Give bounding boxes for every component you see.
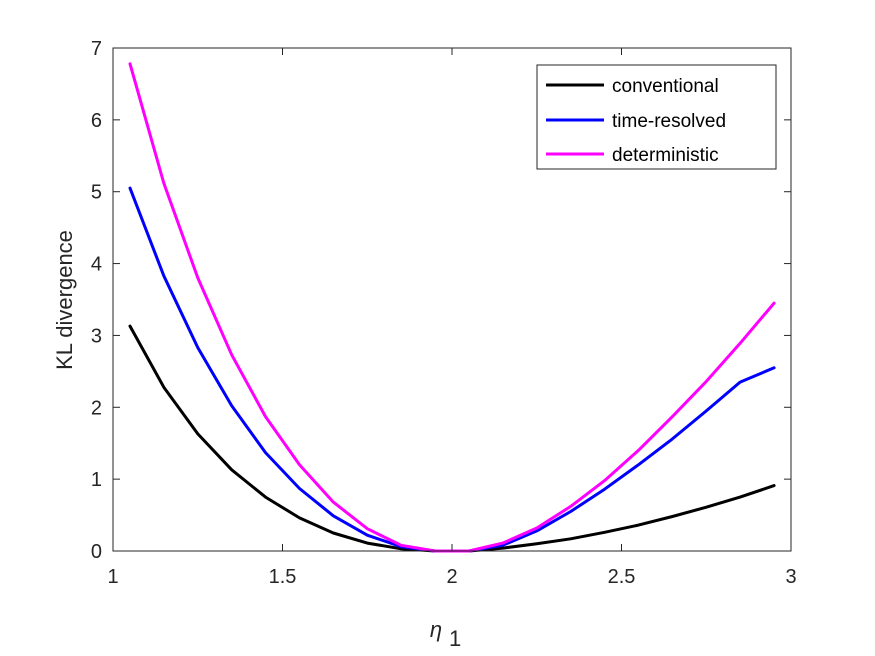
y-tick-label: 3 (91, 325, 102, 347)
legend-box (536, 64, 777, 170)
x-tick-label: 2.5 (608, 566, 636, 588)
y-tick-label: 5 (91, 182, 102, 204)
x-tick-label: 2 (446, 566, 457, 588)
x-tick-label: 3 (785, 566, 796, 588)
x-axis-label-subscript: 1 (449, 626, 461, 651)
y-tick-label: 1 (91, 469, 102, 491)
axes-box (112, 47, 792, 552)
y-tick-label: 2 (91, 397, 102, 419)
x-tick-label: 1 (107, 566, 118, 588)
legend-label-deterministic: deterministic (612, 145, 719, 166)
legend-label-conventional: conventional (612, 76, 719, 97)
legend: conventional time-resolved deterministic (536, 64, 777, 170)
x-axis-label: η (430, 617, 442, 642)
y-axis-label: KL divergence (52, 230, 77, 370)
y-tick-label: 0 (91, 541, 102, 563)
legend-label-time-resolved: time-resolved (612, 111, 726, 132)
y-tick-label: 6 (91, 110, 102, 132)
y-tick-label: 4 (91, 254, 102, 276)
y-tick-label: 7 (91, 38, 102, 60)
x-tick-label: 1.5 (269, 566, 297, 588)
